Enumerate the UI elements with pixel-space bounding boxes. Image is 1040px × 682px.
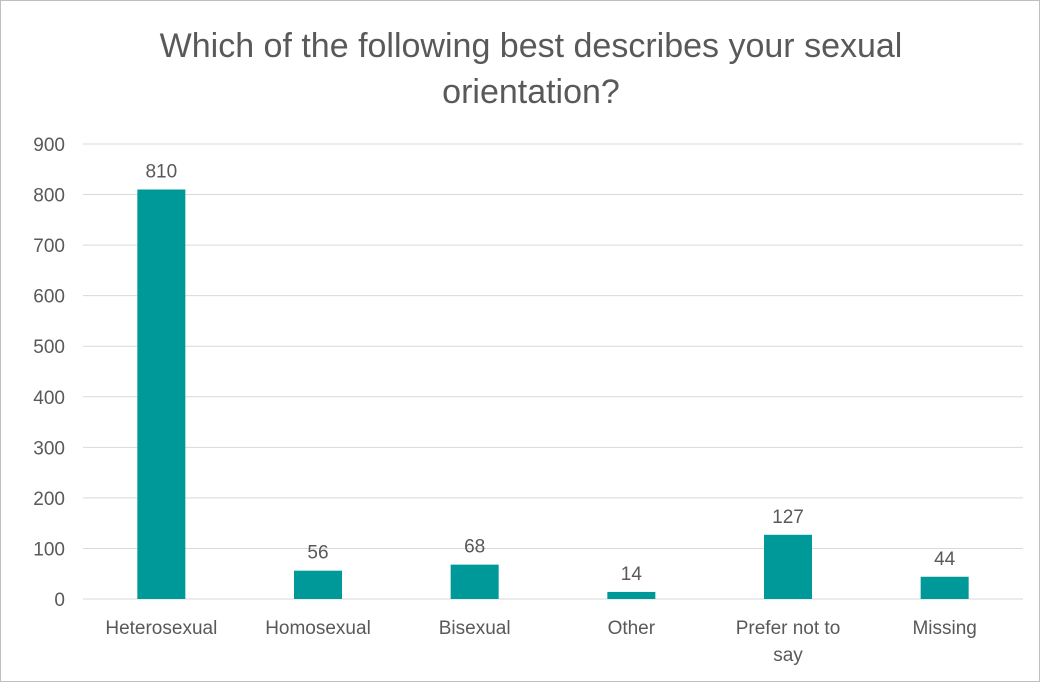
data-label: 56 [307,543,328,564]
data-label: 14 [621,564,643,585]
y-tick-label: 0 [54,590,65,611]
y-tick-label: 600 [33,287,65,308]
x-tick-label: Heterosexual [105,618,217,639]
y-tick-label: 500 [33,337,65,358]
y-tick-label: 200 [33,489,65,510]
x-tick-label-line: Missing [912,618,976,639]
data-label: 44 [934,549,956,570]
chart-title: Which of the following best describes yo… [81,23,981,115]
x-tick-label-line: Other [608,618,656,639]
data-label: 127 [772,507,804,528]
y-tick-label: 800 [33,186,65,207]
x-tick-label: Prefer not to say [736,618,841,666]
chart-title-line-2: orientation? [442,73,620,111]
bar [607,591,656,599]
x-tick-label: Bisexual [439,618,511,639]
bar [450,564,499,599]
data-label: 810 [145,162,177,183]
bar [764,534,812,599]
bar [920,576,969,599]
chart-title-line-1: Which of the following best describes yo… [159,27,903,65]
bar [294,570,342,599]
y-tick-label: 100 [33,539,65,560]
x-tick-label-line: Prefer not to [736,618,841,639]
y-tick-label: 700 [33,236,65,257]
bar [137,189,186,599]
x-tick-label: Homosexual [265,618,371,639]
data-label: 68 [464,537,485,558]
y-tick-label: 900 [33,135,65,156]
x-tick-label: Missing [912,618,976,639]
x-tick-label-line: Homosexual [265,618,371,639]
x-tick-label-line: Heterosexual [105,618,217,639]
x-tick-label: Other [608,618,656,639]
x-tick-label-line: Bisexual [439,618,511,639]
y-tick-label: 400 [33,388,65,409]
y-tick-label: 300 [33,438,65,459]
x-tick-label-line: say [773,645,803,666]
